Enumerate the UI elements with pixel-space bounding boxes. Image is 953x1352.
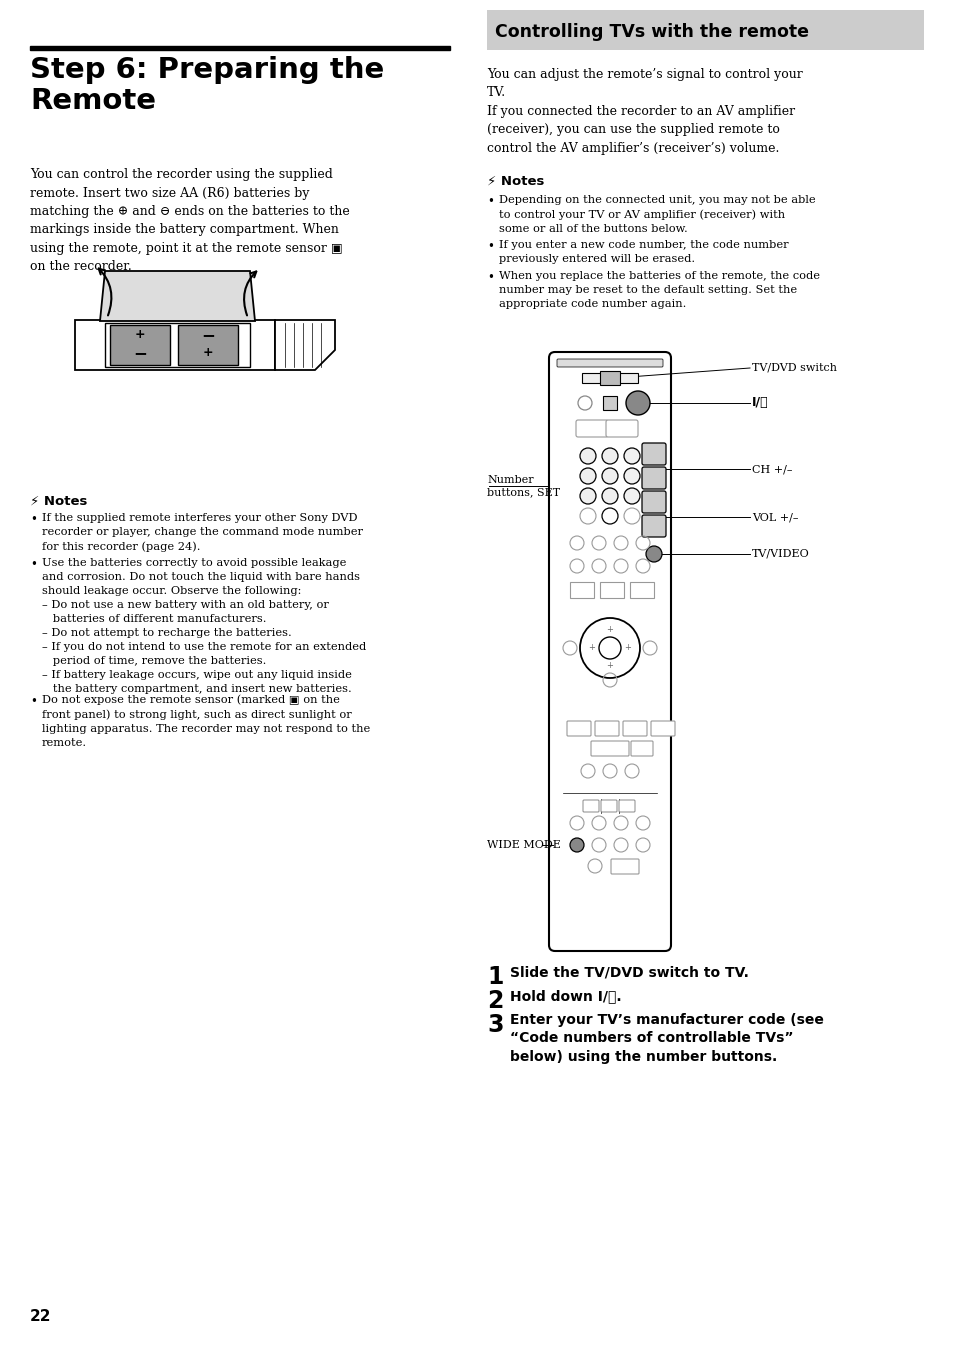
Text: •: • <box>30 695 37 707</box>
Circle shape <box>601 468 618 484</box>
Text: WIDE MODE: WIDE MODE <box>486 840 560 850</box>
Text: TV/DVD switch: TV/DVD switch <box>751 362 836 373</box>
Text: If you enter a new code number, the code number
previously entered will be erase: If you enter a new code number, the code… <box>498 239 788 264</box>
Text: 2: 2 <box>486 990 503 1013</box>
Circle shape <box>569 838 583 852</box>
Bar <box>629 581 654 598</box>
Circle shape <box>623 448 639 464</box>
Text: CH +/–: CH +/– <box>751 464 792 475</box>
Text: +: + <box>588 644 595 653</box>
Text: Controlling TVs with the remote: Controlling TVs with the remote <box>495 23 808 41</box>
Text: Do not expose the remote sensor (marked ▣ on the
front panel) to strong light, s: Do not expose the remote sensor (marked … <box>42 695 370 748</box>
Circle shape <box>579 468 596 484</box>
Text: •: • <box>486 195 494 208</box>
Text: −: − <box>201 326 214 343</box>
Bar <box>30 46 450 50</box>
Text: ⚡ Notes: ⚡ Notes <box>486 174 544 188</box>
Text: •: • <box>486 239 494 253</box>
FancyBboxPatch shape <box>610 859 639 873</box>
Text: When you replace the batteries of the remote, the code
number may be reset to th: When you replace the batteries of the re… <box>498 270 820 310</box>
Bar <box>75 320 274 370</box>
Text: Step 6: Preparing the
Remote: Step 6: Preparing the Remote <box>30 55 384 115</box>
FancyBboxPatch shape <box>622 721 646 735</box>
FancyBboxPatch shape <box>557 360 662 366</box>
Text: •: • <box>486 270 494 284</box>
FancyBboxPatch shape <box>618 800 635 813</box>
Text: I/⏻: I/⏻ <box>751 396 768 410</box>
Circle shape <box>623 468 639 484</box>
Circle shape <box>623 488 639 504</box>
Text: Use the batteries correctly to avoid possible leakage
and corrosion. Do not touc: Use the batteries correctly to avoid pos… <box>42 557 366 694</box>
Text: +: + <box>624 644 631 653</box>
Bar <box>178 324 237 365</box>
FancyBboxPatch shape <box>641 443 665 465</box>
Text: If the supplied remote interferes your other Sony DVD
recorder or player, change: If the supplied remote interferes your o… <box>42 512 363 552</box>
FancyBboxPatch shape <box>600 800 617 813</box>
FancyBboxPatch shape <box>566 721 590 735</box>
Polygon shape <box>100 270 254 320</box>
FancyBboxPatch shape <box>641 515 665 537</box>
FancyBboxPatch shape <box>576 420 607 437</box>
Text: You can control the recorder using the supplied
remote. Insert two size AA (R6) : You can control the recorder using the s… <box>30 168 350 273</box>
Polygon shape <box>274 320 335 370</box>
Text: VOL +/–: VOL +/– <box>751 512 798 522</box>
Text: •: • <box>30 557 37 571</box>
Bar <box>581 373 638 383</box>
Text: +: + <box>134 329 145 342</box>
Text: +: + <box>202 346 213 360</box>
Bar <box>486 9 923 50</box>
Text: −: − <box>132 343 147 362</box>
Bar <box>105 323 250 366</box>
Text: Enter your TV’s manufacturer code (see
“Code numbers of controllable TVs”
below): Enter your TV’s manufacturer code (see “… <box>510 1013 823 1064</box>
Circle shape <box>601 488 618 504</box>
Bar <box>569 581 594 598</box>
FancyBboxPatch shape <box>641 491 665 512</box>
Bar <box>602 396 617 410</box>
Text: TV/VIDEO: TV/VIDEO <box>751 549 809 558</box>
Circle shape <box>579 448 596 464</box>
FancyBboxPatch shape <box>641 466 665 489</box>
Text: Hold down I/⏻.: Hold down I/⏻. <box>510 990 621 1003</box>
Bar <box>599 370 619 385</box>
Text: Depending on the connected unit, you may not be able
to control your TV or AV am: Depending on the connected unit, you may… <box>498 195 815 234</box>
Circle shape <box>625 391 649 415</box>
Text: +: + <box>606 661 613 671</box>
Circle shape <box>598 637 620 658</box>
Circle shape <box>601 448 618 464</box>
FancyBboxPatch shape <box>582 800 598 813</box>
Text: You can adjust the remote’s signal to control your
TV.
If you connected the reco: You can adjust the remote’s signal to co… <box>486 68 801 155</box>
Text: +: + <box>606 626 613 634</box>
Circle shape <box>645 546 661 562</box>
Text: 22: 22 <box>30 1309 51 1324</box>
Text: Slide the TV/DVD switch to TV.: Slide the TV/DVD switch to TV. <box>510 965 748 979</box>
Bar <box>110 324 170 365</box>
FancyBboxPatch shape <box>590 741 628 756</box>
Circle shape <box>579 488 596 504</box>
FancyBboxPatch shape <box>605 420 638 437</box>
Text: 1: 1 <box>486 965 503 990</box>
FancyBboxPatch shape <box>595 721 618 735</box>
Text: •: • <box>30 512 37 526</box>
FancyBboxPatch shape <box>630 741 652 756</box>
FancyBboxPatch shape <box>650 721 675 735</box>
Bar <box>599 581 623 598</box>
Text: 3: 3 <box>486 1013 503 1037</box>
Text: Number
buttons, SET: Number buttons, SET <box>486 475 559 496</box>
FancyBboxPatch shape <box>548 352 670 950</box>
Text: ⚡ Notes: ⚡ Notes <box>30 495 88 508</box>
